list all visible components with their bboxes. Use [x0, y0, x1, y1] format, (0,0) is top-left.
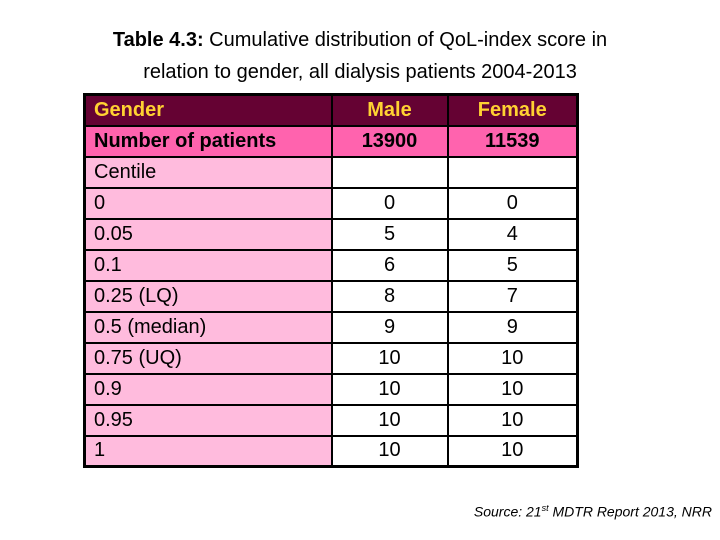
- female-score-cell: 4: [446, 217, 579, 251]
- centile-value-label: 1: [83, 434, 333, 468]
- female-column-header-cell: Female: [446, 93, 579, 127]
- male-score-cell: 8: [330, 279, 449, 313]
- qol-distribution-table: Gender Male Female Number of patients 13…: [83, 93, 579, 468]
- table-row: 1 10 10: [83, 434, 579, 468]
- female-score-cell: 10: [446, 403, 579, 437]
- table-row: 0.5 (median) 9 9: [83, 310, 579, 344]
- male-score-cell: 10: [330, 372, 449, 406]
- table-row-centile-header: Centile: [83, 155, 579, 189]
- title-line-1: Table 4.3: Cumulative distribution of Qo…: [0, 24, 720, 56]
- female-score-cell: 10: [446, 341, 579, 375]
- female-score-cell: 10: [446, 372, 579, 406]
- patients-female-count-cell: 11539: [446, 124, 579, 158]
- table-row-gender-header: Gender Male Female: [83, 93, 579, 127]
- source-attribution: Source: 21st MDTR Report 2013, NRR: [474, 503, 712, 520]
- centile-value-label: 0.05: [83, 217, 333, 251]
- male-score-cell: 10: [330, 403, 449, 437]
- female-score-cell: 10: [446, 434, 579, 468]
- centile-label-cell: Centile: [83, 155, 333, 189]
- table-row: 0 0 0: [83, 186, 579, 220]
- centile-female-empty-cell: [446, 155, 579, 189]
- title-line-1-text: Cumulative distribution of QoL-index sco…: [203, 29, 608, 51]
- male-column-header-cell: Male: [330, 93, 449, 127]
- centile-value-label: 0.25 (LQ): [83, 279, 333, 313]
- female-score-cell: 7: [446, 279, 579, 313]
- female-score-cell: 0: [446, 186, 579, 220]
- gender-header-cell: Gender: [83, 93, 333, 127]
- male-score-cell: 0: [330, 186, 449, 220]
- centile-male-empty-cell: [330, 155, 449, 189]
- male-score-cell: 6: [330, 248, 449, 282]
- table-row: 0.75 (UQ) 10 10: [83, 341, 579, 375]
- source-text-rest: MDTR Report 2013, NRR: [548, 503, 712, 520]
- female-score-cell: 9: [446, 310, 579, 344]
- table-row-number-of-patients: Number of patients 13900 11539: [83, 124, 579, 158]
- source-superscript: st: [541, 503, 549, 513]
- table-row: 0.05 5 4: [83, 217, 579, 251]
- centile-value-label: 0.9: [83, 372, 333, 406]
- male-score-cell: 10: [330, 434, 449, 468]
- centile-value-label: 0.75 (UQ): [83, 341, 333, 375]
- centile-value-label: 0.95: [83, 403, 333, 437]
- centile-value-label: 0.5 (median): [83, 310, 333, 344]
- table-row: 0.9 10 10: [83, 372, 579, 406]
- male-score-cell: 9: [330, 310, 449, 344]
- table-row: 0.1 6 5: [83, 248, 579, 282]
- male-score-cell: 10: [330, 341, 449, 375]
- slide-title: Table 4.3: Cumulative distribution of Qo…: [0, 24, 720, 88]
- centile-value-label: 0: [83, 186, 333, 220]
- table-body: Gender Male Female Number of patients 13…: [83, 93, 579, 468]
- patients-label-cell: Number of patients: [83, 124, 333, 158]
- patients-male-count-cell: 13900: [330, 124, 449, 158]
- centile-value-label: 0.1: [83, 248, 333, 282]
- title-line-2: relation to gender, all dialysis patient…: [143, 61, 577, 83]
- male-score-cell: 5: [330, 217, 449, 251]
- source-text-prefix: Source: 21: [473, 503, 542, 520]
- table-row: 0.95 10 10: [83, 403, 579, 437]
- female-score-cell: 5: [446, 248, 579, 282]
- table-row: 0.25 (LQ) 8 7: [83, 279, 579, 313]
- title-table-number: Table 4.3:: [112, 29, 204, 51]
